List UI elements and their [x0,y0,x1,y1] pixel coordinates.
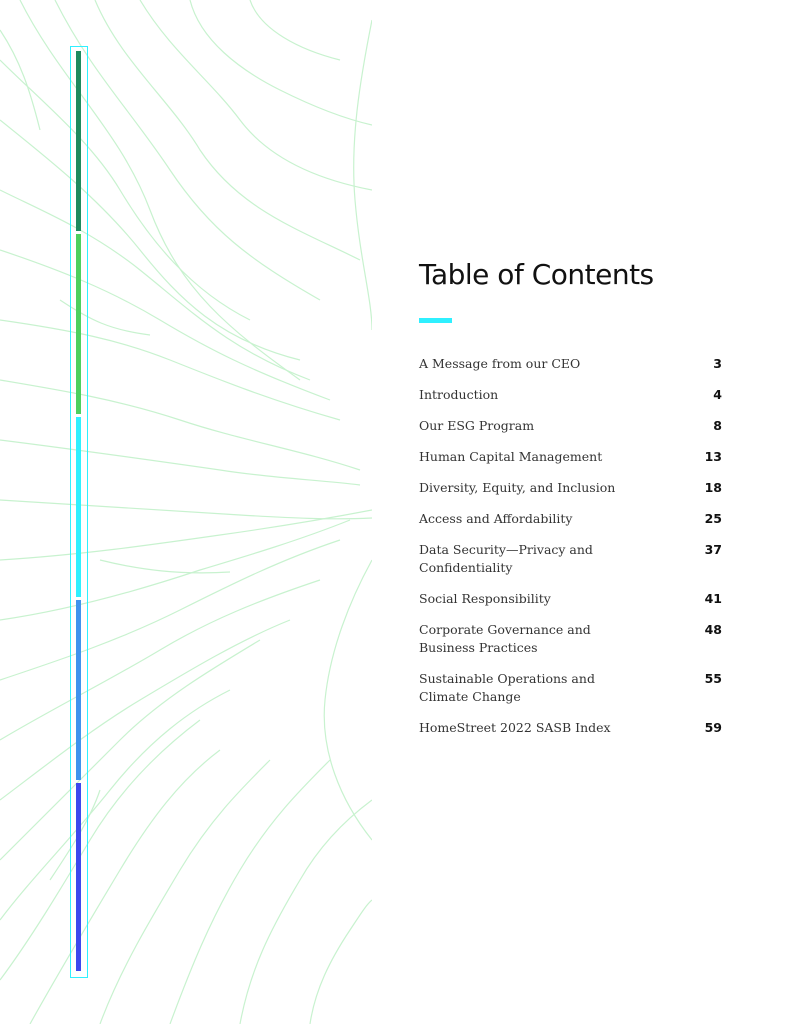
toc-item-introduction[interactable]: Introduction 4 [419,386,722,404]
toc-item-page: 3 [713,356,722,371]
title-accent-line [419,318,452,323]
toc-item-esg-program[interactable]: Our ESG Program 8 [419,417,722,435]
toc-item-page: 59 [704,720,722,735]
toc-item-access-affordability[interactable]: Access and Affordability 25 [419,510,722,528]
toc-item-label: Social Responsibility [419,591,551,606]
color-segment-4 [76,600,81,780]
toc-item-page: 25 [704,511,722,526]
toc-item-page: 55 [704,671,722,686]
page-title: Table of Contents [419,258,654,291]
color-segment-3 [76,417,81,597]
toc-list: A Message from our CEO 3 Introduction 4 … [419,355,722,750]
toc-item-human-capital[interactable]: Human Capital Management 13 [419,448,722,466]
toc-item-page: 4 [713,387,722,402]
toc-item-page: 18 [704,480,722,495]
toc-item-page: 13 [704,449,722,464]
decorative-panel [0,0,372,1024]
toc-item-label: Diversity, Equity, and Inclusion [419,480,616,495]
toc-item-label: Introduction [419,387,499,402]
toc-item-sasb-index[interactable]: HomeStreet 2022 SASB Index 59 [419,719,722,737]
toc-item-social-responsibility[interactable]: Social Responsibility 41 [419,590,722,608]
toc-item-page: 8 [713,418,722,433]
toc-item-data-security[interactable]: Data Security—Privacy and Confidentialit… [419,541,722,577]
color-segment-5 [76,783,81,971]
toc-item-label: HomeStreet 2022 SASB Index [419,720,611,735]
toc-item-label: A Message from our CEO [419,356,581,371]
toc-item-sustainable-operations[interactable]: Sustainable Operations and Climate Chang… [419,670,722,706]
color-segment-1 [76,51,81,231]
toc-item-label: Our ESG Program [419,418,535,433]
toc-item-dei[interactable]: Diversity, Equity, and Inclusion 18 [419,479,722,497]
leaf-pattern [0,0,372,1024]
toc-item-label: Data Security—Privacy and Confidentialit… [419,542,593,575]
toc-item-label: Human Capital Management [419,449,603,464]
toc-item-corporate-governance[interactable]: Corporate Governance and Business Practi… [419,621,722,657]
toc-item-page: 37 [704,542,722,557]
toc-item-page: 48 [704,622,722,637]
toc-item-label: Sustainable Operations and Climate Chang… [419,671,595,704]
toc-item-label: Corporate Governance and Business Practi… [419,622,591,655]
toc-item-label: Access and Affordability [419,511,573,526]
toc-item-page: 41 [704,591,722,606]
color-segment-2 [76,234,81,414]
section-color-bar [70,46,88,978]
toc-item-ceo-message[interactable]: A Message from our CEO 3 [419,355,722,373]
